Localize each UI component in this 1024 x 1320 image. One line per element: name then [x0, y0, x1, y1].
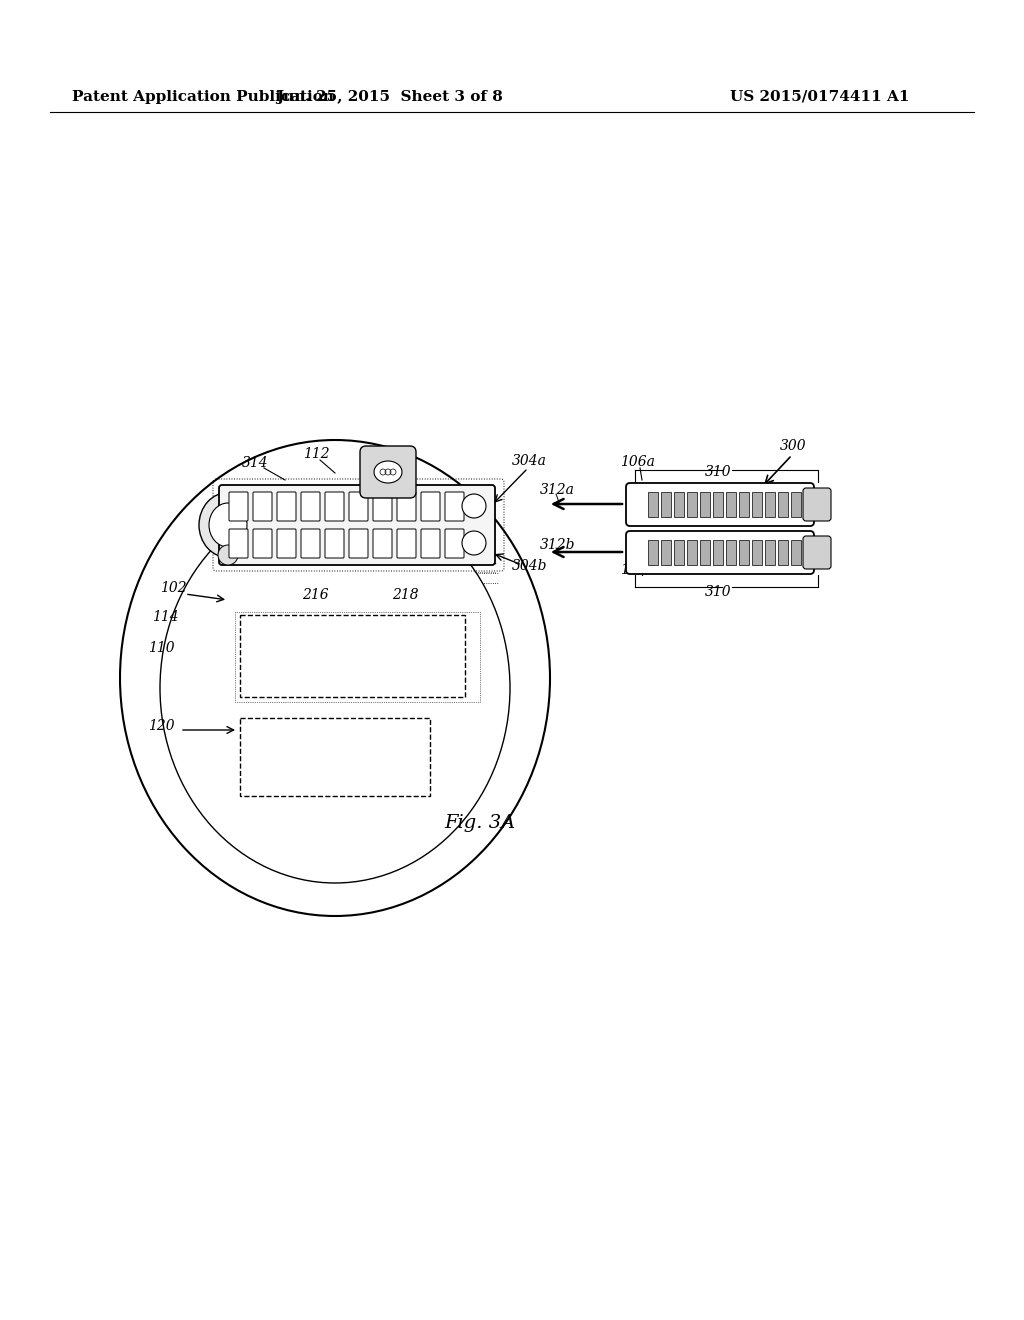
Text: 102: 102: [160, 581, 186, 595]
Text: Patent Application Publication: Patent Application Publication: [72, 90, 334, 104]
FancyBboxPatch shape: [301, 492, 319, 521]
Bar: [726, 540, 736, 565]
FancyBboxPatch shape: [219, 484, 495, 565]
Circle shape: [462, 531, 486, 554]
Bar: [648, 492, 658, 517]
FancyBboxPatch shape: [301, 529, 319, 558]
Bar: [739, 540, 749, 565]
Text: 106b: 106b: [620, 564, 655, 577]
Ellipse shape: [199, 492, 257, 557]
Bar: [687, 540, 697, 565]
Bar: [240, 718, 430, 796]
FancyBboxPatch shape: [626, 483, 814, 525]
Text: 114: 114: [152, 610, 178, 624]
Text: Fig. 3A: Fig. 3A: [444, 814, 516, 832]
Text: 106a: 106a: [620, 455, 655, 469]
Bar: [791, 492, 801, 517]
FancyBboxPatch shape: [445, 529, 464, 558]
Ellipse shape: [374, 461, 402, 483]
Bar: [778, 492, 788, 517]
Text: 216: 216: [302, 587, 329, 602]
FancyBboxPatch shape: [325, 492, 344, 521]
Bar: [700, 540, 710, 565]
FancyBboxPatch shape: [803, 536, 831, 569]
FancyBboxPatch shape: [349, 529, 368, 558]
Text: 144: 144: [390, 447, 417, 462]
Bar: [765, 540, 775, 565]
Text: 310: 310: [705, 465, 731, 479]
Bar: [765, 492, 775, 517]
Bar: [662, 540, 671, 565]
Bar: [662, 492, 671, 517]
FancyBboxPatch shape: [229, 529, 248, 558]
Text: 312a: 312a: [540, 483, 574, 498]
FancyBboxPatch shape: [360, 446, 416, 498]
Bar: [700, 492, 710, 517]
Bar: [739, 492, 749, 517]
FancyBboxPatch shape: [325, 529, 344, 558]
FancyBboxPatch shape: [229, 492, 248, 521]
Bar: [674, 492, 684, 517]
Text: 312b: 312b: [540, 539, 575, 552]
FancyBboxPatch shape: [278, 529, 296, 558]
Bar: [726, 492, 736, 517]
Text: 112: 112: [303, 447, 330, 461]
FancyBboxPatch shape: [253, 529, 272, 558]
FancyBboxPatch shape: [373, 492, 392, 521]
FancyBboxPatch shape: [421, 529, 440, 558]
Text: Jun. 25, 2015  Sheet 3 of 8: Jun. 25, 2015 Sheet 3 of 8: [276, 90, 504, 104]
Text: 310: 310: [705, 585, 731, 599]
Bar: [687, 492, 697, 517]
FancyBboxPatch shape: [397, 492, 416, 521]
Bar: [240, 615, 465, 697]
Text: US 2015/0174411 A1: US 2015/0174411 A1: [730, 90, 909, 104]
Ellipse shape: [209, 503, 247, 546]
Text: 304a: 304a: [512, 454, 547, 469]
Bar: [234, 612, 480, 702]
Bar: [674, 540, 684, 565]
Bar: [752, 540, 762, 565]
FancyBboxPatch shape: [253, 492, 272, 521]
FancyBboxPatch shape: [421, 492, 440, 521]
FancyBboxPatch shape: [445, 492, 464, 521]
Circle shape: [462, 494, 486, 517]
FancyBboxPatch shape: [803, 488, 831, 521]
Text: 120: 120: [148, 719, 175, 733]
Bar: [778, 540, 788, 565]
Bar: [713, 492, 723, 517]
FancyBboxPatch shape: [349, 492, 368, 521]
Text: 304b: 304b: [512, 558, 548, 573]
Bar: [791, 540, 801, 565]
FancyBboxPatch shape: [397, 529, 416, 558]
FancyBboxPatch shape: [278, 492, 296, 521]
FancyBboxPatch shape: [373, 529, 392, 558]
Bar: [752, 492, 762, 517]
Text: 300: 300: [780, 440, 807, 453]
FancyBboxPatch shape: [626, 531, 814, 574]
Bar: [648, 540, 658, 565]
Text: 218: 218: [392, 587, 419, 602]
Ellipse shape: [160, 492, 510, 883]
Circle shape: [218, 545, 238, 565]
Text: 110: 110: [148, 642, 175, 655]
Bar: [713, 540, 723, 565]
Text: 314: 314: [242, 455, 268, 470]
